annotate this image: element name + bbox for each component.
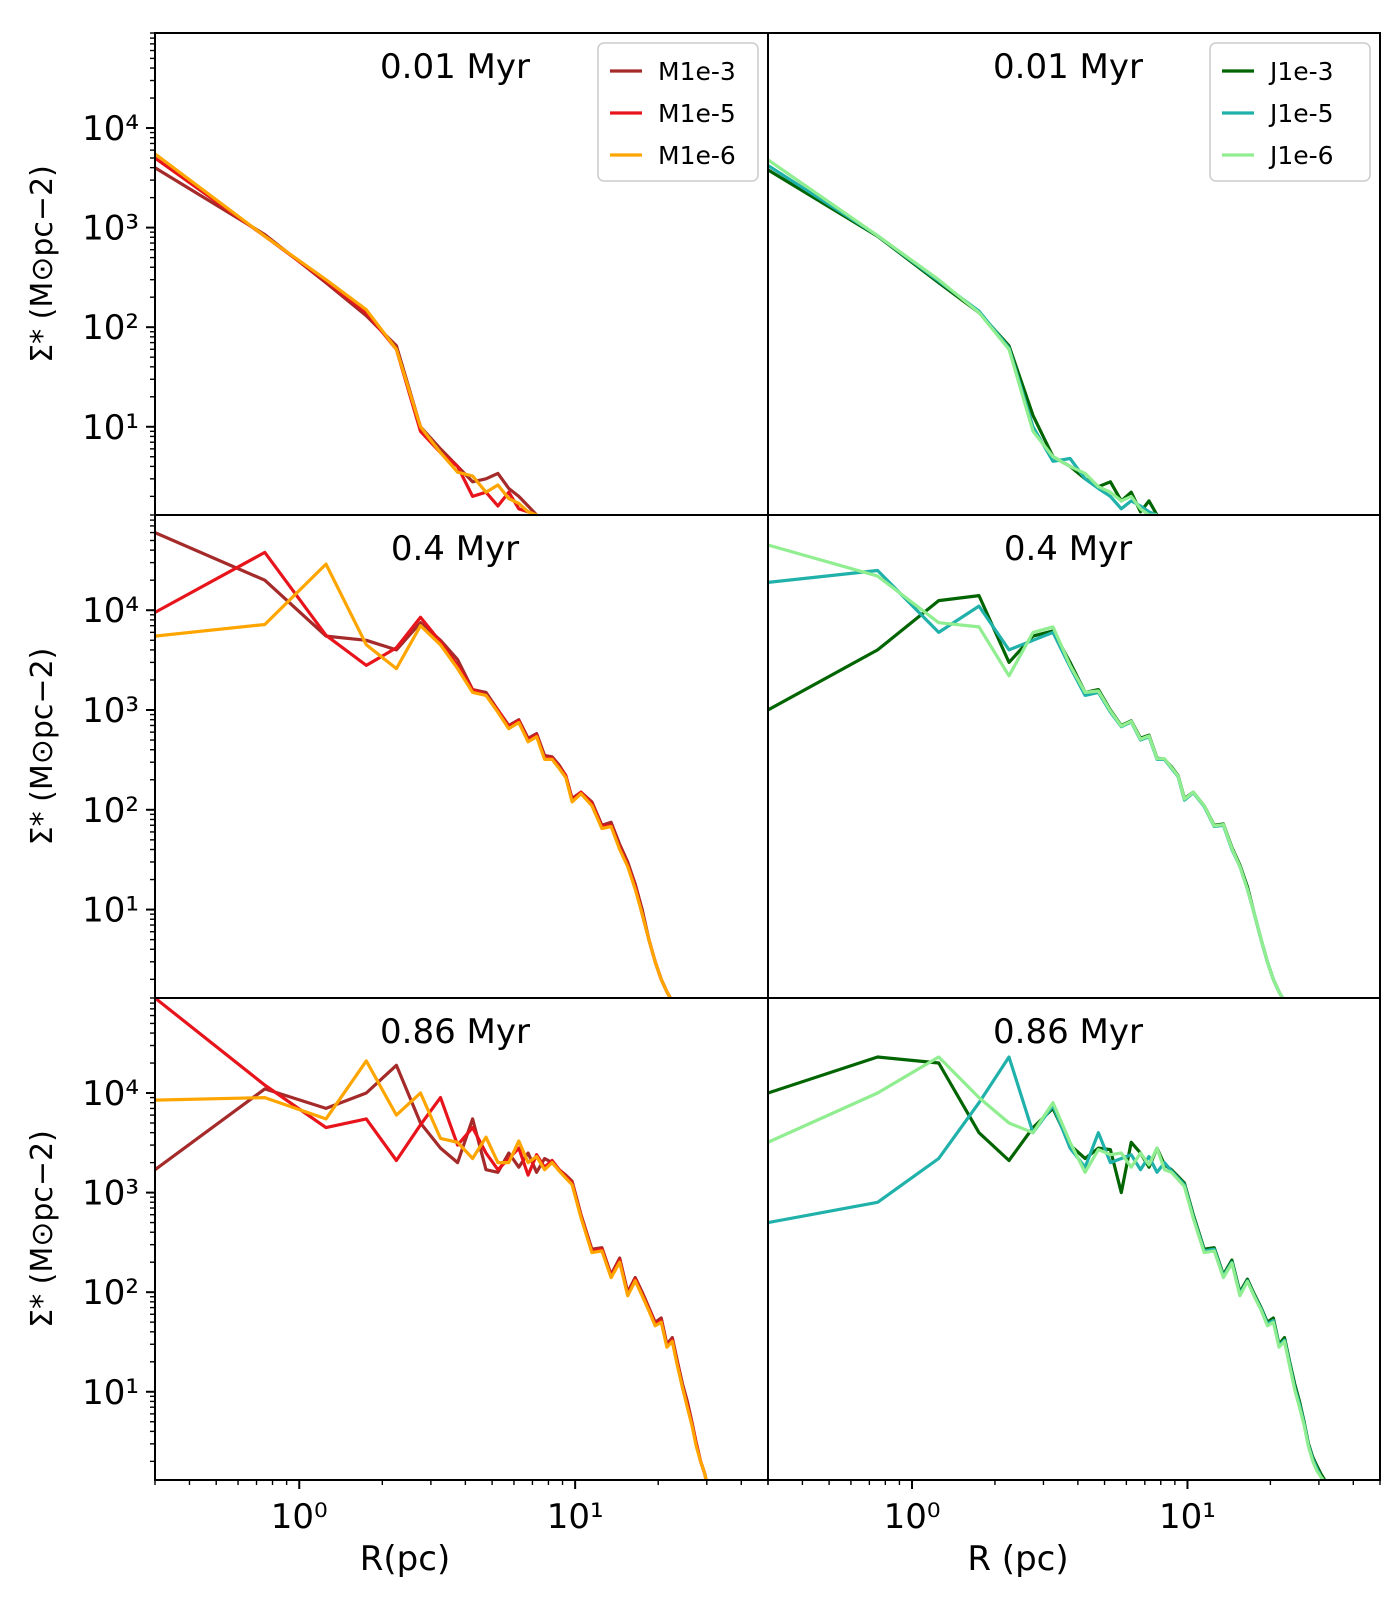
panels-group: 10¹ 10² 10³ 10⁴ 0.01 Myr M1e-3 M1e-5 M1e-6 0.01 … bbox=[82, 32, 1381, 1537]
legend-box bbox=[597, 42, 759, 182]
series-line-j1e-6 bbox=[768, 543, 1285, 998]
series-group bbox=[768, 158, 1159, 515]
time-label: 0.86 Myr bbox=[380, 1012, 530, 1052]
time-label: 0.01 Myr bbox=[993, 47, 1143, 87]
series-group bbox=[155, 531, 673, 998]
panel-middle-right: 0.4 Myr bbox=[767, 514, 1381, 999]
y-tick-label: 10¹ bbox=[82, 891, 139, 931]
axes-labels-group: Σ* (M⊙pc−2) Σ* (M⊙pc−2) Σ* (M⊙pc−2) R(pc) R … bbox=[25, 165, 1069, 1579]
series-group bbox=[155, 998, 708, 1480]
x-tick-label: 10⁰ bbox=[271, 1497, 328, 1537]
legend-label: J1e-3 bbox=[1268, 57, 1334, 86]
series-group bbox=[768, 543, 1285, 998]
panel-bottom-left: 10¹ 10² 10³ 10⁴ 10⁰ 10¹ 0.86 Myr bbox=[82, 997, 769, 1537]
y-tick-label: 10³ bbox=[82, 691, 139, 731]
x-axis-label: R(pc) bbox=[360, 1539, 450, 1579]
panel-bottom-right: 10⁰ 10¹ 0.86 Myr bbox=[767, 997, 1381, 1537]
y-tick-label: 10³ bbox=[82, 209, 139, 249]
legend-label: M1e-5 bbox=[658, 99, 736, 128]
y-tick-label: 10³ bbox=[82, 1174, 139, 1214]
series-line-m1e-6 bbox=[155, 152, 566, 515]
legend: J1e-3 J1e-5 J1e-6 bbox=[1209, 42, 1371, 182]
y-tick-label: 10⁴ bbox=[82, 109, 139, 149]
x-tick-label: 10¹ bbox=[1159, 1497, 1216, 1537]
y-tick-label: 10⁴ bbox=[82, 591, 139, 631]
series-group bbox=[155, 152, 566, 515]
series-line-m1e-6 bbox=[155, 1059, 708, 1480]
y-tick-label: 10² bbox=[82, 1273, 139, 1313]
y-tick-label: 10² bbox=[82, 791, 139, 831]
legend-label: J1e-6 bbox=[1268, 141, 1334, 170]
y-tick-label: 10² bbox=[82, 308, 139, 348]
y-tick-label: 10¹ bbox=[82, 408, 139, 448]
time-label: 0.4 Myr bbox=[391, 529, 519, 569]
panel-top-left: 10¹ 10² 10³ 10⁴ 0.01 Myr M1e-3 M1e-5 M1e-6 bbox=[82, 32, 769, 516]
legend-box bbox=[1209, 42, 1371, 182]
y-axis-label: Σ* (M⊙pc−2) bbox=[25, 648, 60, 846]
series-line-j1e-6 bbox=[768, 158, 1157, 515]
series-line-m1e-6 bbox=[155, 562, 673, 998]
panel-top-right: 0.01 Myr J1e-3 J1e-5 J1e-6 bbox=[767, 32, 1381, 516]
y-tick-label: 10⁴ bbox=[82, 1074, 139, 1114]
x-tick-label: 10¹ bbox=[547, 1497, 604, 1537]
x-tick-label: 10⁰ bbox=[884, 1497, 941, 1537]
x-axis-label: R (pc) bbox=[967, 1539, 1068, 1579]
series-line-j1e-6 bbox=[768, 1055, 1326, 1480]
time-label: 0.01 Myr bbox=[380, 47, 530, 87]
legend-label: M1e-3 bbox=[658, 57, 736, 86]
time-label: 0.4 Myr bbox=[1004, 529, 1132, 569]
legend-label: J1e-5 bbox=[1268, 99, 1334, 128]
series-group bbox=[768, 1055, 1327, 1480]
y-axis-label: Σ* (M⊙pc−2) bbox=[25, 1130, 60, 1328]
y-axis-label: Σ* (M⊙pc−2) bbox=[25, 165, 60, 363]
y-tick-label: 10¹ bbox=[82, 1373, 139, 1413]
panel-frame bbox=[767, 997, 1381, 1481]
legend: M1e-3 M1e-5 M1e-6 bbox=[597, 42, 759, 182]
time-label: 0.86 Myr bbox=[993, 1012, 1143, 1052]
legend-label: M1e-6 bbox=[658, 141, 736, 170]
